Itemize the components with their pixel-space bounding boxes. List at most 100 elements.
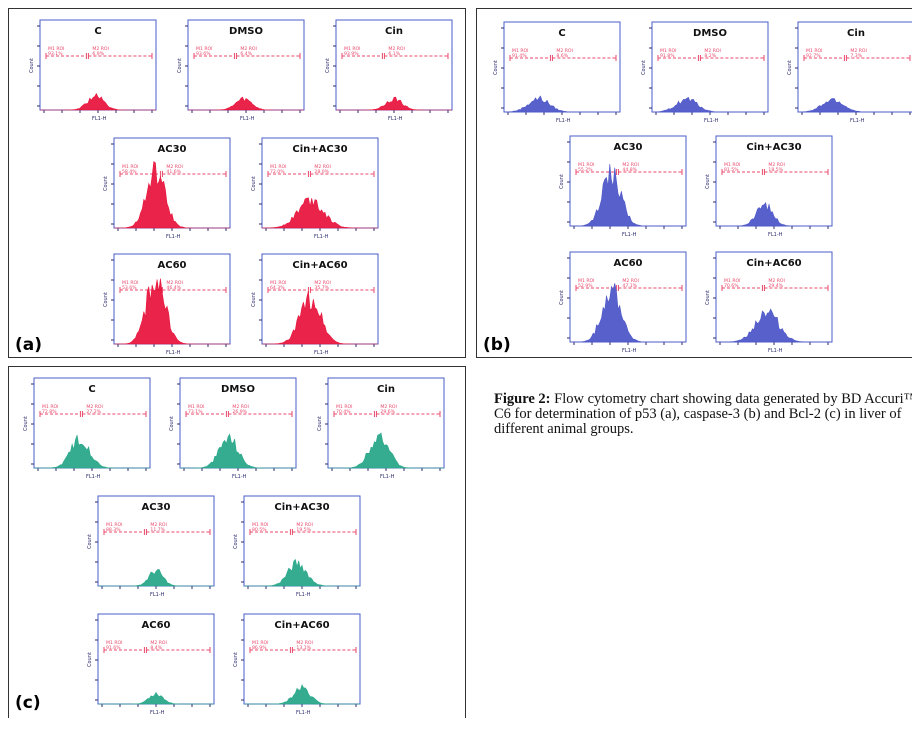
y-axis-label: Count [169, 416, 175, 431]
gate-m2-percent: 6.1% [388, 51, 400, 57]
panel-a: (a) [8, 8, 466, 358]
gate-m1-percent: 93.9% [344, 51, 359, 57]
histogram-area [570, 163, 686, 227]
y-axis-label: Count [493, 60, 499, 75]
y-axis-label: Count [705, 174, 711, 189]
x-axis-label: FL1-H [314, 350, 329, 356]
histogram-title: C [88, 384, 95, 395]
x-axis-label: FL1-H [704, 118, 719, 124]
x-axis-label: FL1-H [768, 348, 783, 354]
gate-m2-percent: 19.5% [296, 527, 311, 533]
gate-m2-percent: 28.0% [314, 169, 329, 175]
gate-m2-label: M2 ROI [768, 278, 785, 284]
gate-m1-percent: 91.6% [106, 645, 121, 651]
gate-m2-percent: 18.5% [768, 167, 783, 173]
gate-m2-label: M2 ROI [150, 522, 167, 528]
gate-m2-percent: 46.4% [166, 285, 181, 291]
histogram-area [188, 96, 304, 111]
histogram-3-1: Count FL1-H C M1 ROI 72.8% M2 ROI 27.2% [23, 376, 158, 496]
histogram-title: AC30 [142, 502, 171, 513]
histogram-area [716, 201, 832, 227]
gate-m2-label: M2 ROI [622, 278, 639, 284]
gate-m1-percent: 70.6% [724, 283, 739, 289]
gate-m2-label: M2 ROI [314, 164, 331, 170]
histogram-area [244, 558, 360, 587]
histogram-2-6: Count FL1-H AC60 M1 ROI 52.9% M2 ROI 47.1% [559, 250, 694, 370]
histogram-title: Cin+AC30 [746, 142, 801, 153]
gate-m1-percent: 80.5% [252, 527, 267, 533]
panel-b: (b) [476, 8, 912, 358]
gate-m1-percent: 93.1% [48, 51, 63, 57]
x-axis-label: FL1-H [296, 592, 311, 598]
x-axis-label: FL1-H [380, 474, 395, 480]
caption-text: Flow cytometry chart showing data genera… [494, 391, 912, 437]
histogram-area [328, 432, 444, 469]
gate-m1-percent: 81.5% [724, 167, 739, 173]
y-axis-label: Count [325, 58, 331, 73]
histogram-area [651, 96, 768, 113]
gate-m2-percent: 27.2% [86, 409, 101, 415]
panel-c-label: (c) [15, 693, 41, 713]
x-axis-label: FL1-H [92, 116, 107, 122]
y-axis-label: Count [641, 60, 647, 75]
histogram-area [336, 96, 452, 111]
gate-m1-percent: 86.9% [252, 645, 267, 651]
gate-m2-label: M2 ROI [314, 280, 331, 286]
histogram-title: DMSO [221, 384, 255, 395]
gate-m1-label: M1 ROI [724, 278, 741, 284]
gate-m1-percent: 72.8% [42, 409, 57, 415]
gate-m1-label: M1 ROI [344, 46, 361, 52]
gate-m2-percent: 11.7% [150, 527, 165, 533]
gate-m1-label: M1 ROI [660, 48, 677, 54]
y-axis-label: Count [233, 652, 239, 667]
histogram-area [244, 684, 360, 705]
gate-m2-label: M2 ROI [166, 280, 183, 286]
y-axis-label: Count [251, 176, 257, 191]
histogram-title: Cin [377, 384, 395, 395]
gate-m1-label: M1 ROI [270, 280, 287, 286]
y-axis-label: Count [559, 174, 565, 189]
gate-m1-percent: 58.4% [122, 169, 137, 175]
gate-m1-percent: 52.9% [578, 283, 593, 289]
histogram-2-4: Count FL1-H AC30 M1 ROI 55.2% M2 ROI 44.8% [559, 134, 694, 254]
y-axis-label: Count [705, 290, 711, 305]
gate-m1-label: M1 ROI [270, 164, 287, 170]
gate-m2-label: M2 ROI [296, 640, 313, 646]
histogram-2-7: Count FL1-H Cin+AC60 M1 ROI 70.6% M2 ROI 29.4% [705, 250, 840, 370]
gate-m1-percent: 93.6% [196, 51, 211, 57]
gate-m2-percent: 44.8% [622, 167, 637, 173]
histogram-title: AC30 [614, 142, 643, 153]
panel-b-label: (b) [483, 335, 511, 355]
x-axis-label: FL1-H [314, 234, 329, 240]
gate-m2-percent: 35.7% [314, 285, 329, 291]
histogram-area [716, 308, 832, 343]
gate-m1-label: M1 ROI [106, 640, 123, 646]
gate-m2-percent: 8.6% [556, 53, 568, 59]
gate-m1-label: M1 ROI [252, 640, 269, 646]
gate-m2-label: M2 ROI [704, 48, 721, 54]
histogram-area [180, 433, 296, 469]
histogram-title: AC30 [158, 144, 187, 155]
histogram-1-2: Count FL1-H DMSO M1 ROI 93.6% M2 ROI 6.4% [177, 18, 312, 138]
y-axis-label: Count [317, 416, 323, 431]
histogram-area [98, 691, 214, 705]
gate-m2-label: M2 ROI [622, 162, 639, 168]
figure-caption: Figure 2: Flow cytometry chart showing d… [494, 392, 912, 437]
histogram-area [113, 160, 230, 229]
gate-m2-label: M2 ROI [850, 48, 867, 54]
histogram-3-3: Count FL1-H Cin M1 ROI 70.4% M2 ROI 29.6% [317, 376, 452, 496]
histogram-title: AC60 [158, 260, 187, 271]
y-axis-label: Count [251, 292, 257, 307]
histogram-3-5: Count FL1-H Cin+AC30 M1 ROI 80.5% M2 ROI 19.5% [233, 494, 368, 614]
gate-m2-label: M2 ROI [296, 522, 313, 528]
gate-m2-percent: 29.4% [768, 283, 783, 289]
histogram-area [98, 569, 214, 587]
